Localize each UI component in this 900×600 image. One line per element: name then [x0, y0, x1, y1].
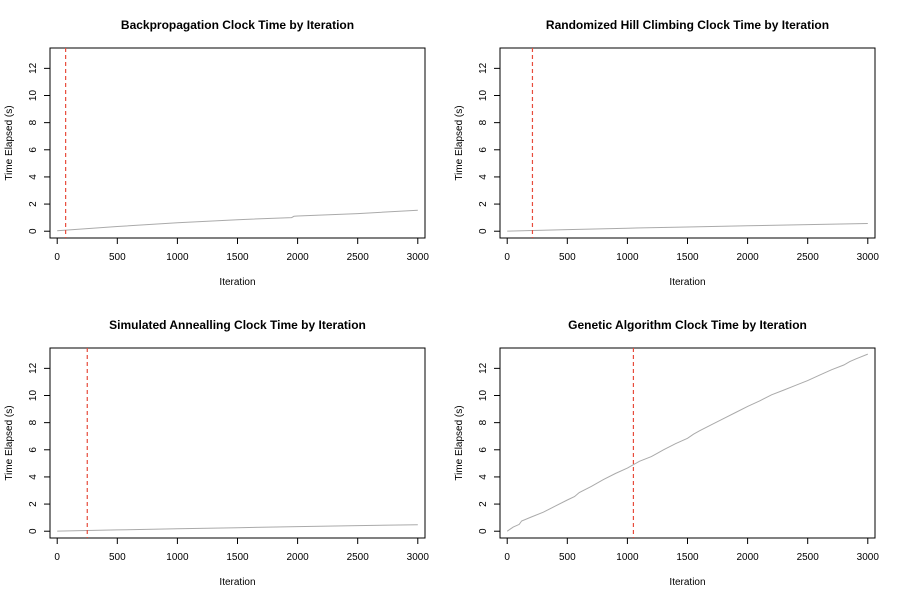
x-tick-label: 1000: [616, 552, 639, 563]
plot-frame: [49, 47, 426, 239]
y-tick-label: 8: [478, 119, 489, 125]
chart-panel-2: Randomized Hill Climbing Clock Time by I…: [454, 18, 879, 288]
chart-title: Genetic Algorithm Clock Time by Iteratio…: [568, 318, 807, 332]
y-tick-label: 2: [478, 201, 489, 207]
x-tick-label: 0: [54, 252, 60, 263]
chart-panel-3: Simulated Annealling Clock Time by Itera…: [4, 318, 429, 588]
y-tick-label: 12: [478, 362, 489, 374]
chart-title: Randomized Hill Climbing Clock Time by I…: [546, 18, 829, 32]
x-tick-label: 1500: [226, 552, 249, 563]
y-axis-label: Time Elapsed (s): [4, 105, 15, 180]
y-tick-label: 0: [478, 528, 489, 534]
y-tick-label: 0: [28, 528, 39, 534]
y-tick-label: 4: [28, 474, 39, 480]
y-tick-label: 2: [28, 201, 39, 207]
y-tick-label: 12: [28, 362, 39, 374]
y-tick-label: 6: [478, 447, 489, 453]
y-tick-label: 10: [28, 390, 39, 402]
plot-frame: [499, 347, 876, 539]
x-tick-label: 500: [109, 252, 126, 263]
y-tick-label: 4: [478, 174, 489, 180]
series-line: [57, 524, 418, 532]
y-axis-label: Time Elapsed (s): [454, 105, 465, 180]
y-tick-label: 2: [28, 501, 39, 507]
x-tick-label: 1500: [226, 252, 249, 263]
x-axis-label: Iteration: [219, 577, 255, 588]
x-axis-label: Iteration: [669, 277, 705, 288]
chart-title: Backpropagation Clock Time by Iteration: [121, 18, 354, 32]
y-tick-label: 8: [28, 119, 39, 125]
y-tick-label: 12: [28, 62, 39, 74]
x-tick-label: 3000: [857, 552, 880, 563]
y-tick-label: 4: [28, 174, 39, 180]
plot-frame: [49, 347, 426, 539]
y-axis-label: Time Elapsed (s): [4, 405, 15, 480]
chart-title: Simulated Annealling Clock Time by Itera…: [109, 318, 366, 332]
x-tick-label: 3000: [407, 552, 430, 563]
x-tick-label: 1500: [676, 252, 699, 263]
y-tick-label: 0: [478, 228, 489, 234]
x-tick-label: 2500: [347, 552, 370, 563]
x-tick-label: 0: [504, 252, 510, 263]
y-tick-label: 8: [28, 419, 39, 425]
x-tick-label: 2500: [797, 252, 820, 263]
x-tick-label: 1000: [166, 552, 189, 563]
x-tick-label: 0: [54, 552, 60, 563]
chart-panel-4: Genetic Algorithm Clock Time by Iteratio…: [454, 318, 879, 588]
x-tick-label: 2000: [286, 252, 309, 263]
series-line: [507, 223, 868, 232]
x-tick-label: 500: [109, 552, 126, 563]
x-tick-label: 0: [504, 552, 510, 563]
x-tick-label: 3000: [857, 252, 880, 263]
x-axis-label: Iteration: [669, 577, 705, 588]
x-tick-label: 500: [559, 552, 576, 563]
x-tick-label: 2500: [797, 552, 820, 563]
x-tick-label: 1000: [616, 252, 639, 263]
x-tick-label: 1500: [676, 552, 699, 563]
y-axis-label: Time Elapsed (s): [454, 405, 465, 480]
y-tick-label: 10: [478, 390, 489, 402]
y-tick-label: 2: [478, 501, 489, 507]
x-tick-label: 1000: [166, 252, 189, 263]
y-tick-label: 0: [28, 228, 39, 234]
x-tick-label: 2000: [736, 552, 759, 563]
x-tick-label: 500: [559, 252, 576, 263]
series-line: [506, 353, 868, 532]
y-tick-label: 6: [478, 147, 489, 153]
x-tick-label: 2000: [736, 252, 759, 263]
y-tick-label: 4: [478, 474, 489, 480]
plot-frame: [499, 47, 876, 239]
x-tick-label: 2500: [347, 252, 370, 263]
y-tick-label: 6: [28, 147, 39, 153]
y-tick-label: 10: [478, 90, 489, 102]
y-tick-label: 6: [28, 447, 39, 453]
y-tick-label: 10: [28, 90, 39, 102]
y-tick-label: 8: [478, 419, 489, 425]
x-tick-label: 3000: [407, 252, 430, 263]
y-tick-label: 12: [478, 62, 489, 74]
chart-panel-1: Backpropagation Clock Time by Iteration 0…: [4, 18, 429, 288]
x-axis-label: Iteration: [219, 277, 255, 288]
series-line: [57, 209, 418, 232]
x-tick-label: 2000: [286, 552, 309, 563]
